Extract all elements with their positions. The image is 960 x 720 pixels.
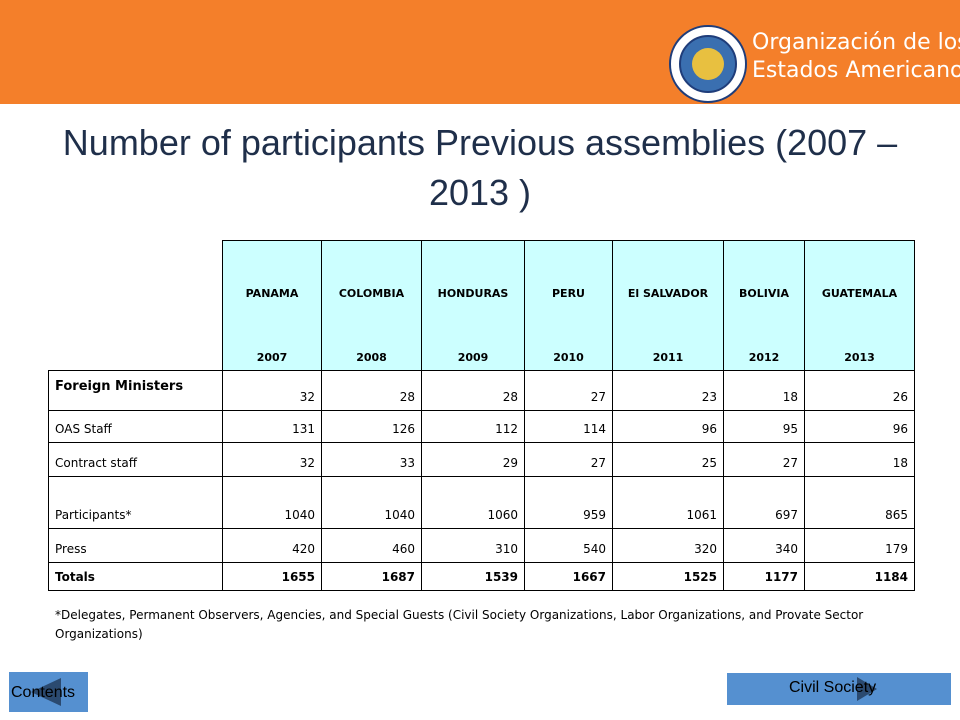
header-content: HONDURAS 2009 — [422, 241, 524, 370]
value-cell: 1687 — [321, 562, 422, 591]
header-cell: BOLIVIA 2012 — [723, 240, 805, 371]
header-content: El SALVADOR 2011 — [613, 241, 723, 370]
value-cell: 27 — [524, 370, 613, 411]
row-label: Contract staff — [48, 442, 223, 477]
country: GUATEMALA — [821, 287, 898, 300]
value-cell: 114 — [524, 410, 613, 443]
year: 2012 — [748, 351, 780, 364]
button-label: Contents — [11, 684, 76, 701]
value-cell: 27 — [723, 442, 805, 477]
table-row: Press 420 460 310 540 320 340 179 — [48, 528, 915, 563]
org-name: Estados Americanos — [752, 58, 960, 83]
value-cell: 340 — [723, 528, 805, 563]
civil-society-button[interactable]: Civil Society — [727, 673, 951, 705]
value-cell: 697 — [723, 476, 805, 529]
value-cell: 1060 — [421, 476, 525, 529]
value-cell: 959 — [524, 476, 613, 529]
value-cell: 18 — [723, 370, 805, 411]
value-cell: 33 — [321, 442, 422, 477]
header-row: PANAMA 2007 COLOMBIA 2008 HONDURAS 2009 PERU 20… — [48, 240, 915, 371]
header-cell: El SALVADOR 2011 — [612, 240, 724, 371]
value-cell: 27 — [524, 442, 613, 477]
row-label: OAS Staff — [48, 410, 223, 443]
country: PANAMA — [245, 287, 299, 300]
value-cell: 32 — [222, 442, 322, 477]
value-cell: 126 — [321, 410, 422, 443]
value-cell: 1177 — [723, 562, 805, 591]
value-cell: 1040 — [321, 476, 422, 529]
header-cell: GUATEMALA 2013 — [804, 240, 915, 371]
row-label: Participants* — [48, 476, 223, 529]
row-label: Foreign Ministers — [48, 370, 223, 411]
value-cell: 96 — [612, 410, 724, 443]
value-cell: 28 — [421, 370, 525, 411]
value-cell: 131 — [222, 410, 322, 443]
table-row: Totals 1655 1687 1539 1667 1525 1177 1184 — [48, 562, 915, 591]
country: BOLIVIA — [739, 287, 789, 300]
value-cell: 420 — [222, 528, 322, 563]
value-cell: 96 — [804, 410, 915, 443]
value-cell: 29 — [421, 442, 525, 477]
header-cell: PANAMA 2007 — [222, 240, 322, 371]
data-table: PANAMA 2007 COLOMBIA 2008 HONDURAS 2009 PERU 20… — [48, 240, 915, 591]
value-cell: 179 — [804, 528, 915, 563]
row-label: Press — [48, 528, 223, 563]
value-cell: 32 — [222, 370, 322, 411]
year: 2007 — [256, 351, 288, 364]
header-content: GUATEMALA 2013 — [805, 241, 914, 370]
header-cell: COLOMBIA 2008 — [321, 240, 422, 371]
header-content: PERU 2010 — [525, 241, 612, 370]
value-cell: 25 — [612, 442, 724, 477]
year: 2010 — [553, 351, 584, 364]
value-cell: 320 — [612, 528, 724, 563]
value-cell: 26 — [804, 370, 915, 411]
country: El SALVADOR — [627, 287, 709, 300]
header-content: BOLIVIA 2012 — [724, 241, 804, 370]
value-cell: 18 — [804, 442, 915, 477]
slide-title: Number of participants Previous assembli… — [62, 122, 898, 213]
value-cell: 28 — [321, 370, 422, 411]
year: 2009 — [457, 351, 489, 364]
value-cell: 1184 — [804, 562, 915, 591]
contents-button[interactable]: Contents — [9, 672, 88, 712]
blank-cell — [48, 240, 223, 371]
table-row: Participants* 1040 1040 1060 959 1061 697 865 — [48, 476, 915, 529]
header-cell: HONDURAS 2009 — [421, 240, 525, 371]
value-cell: 540 — [524, 528, 613, 563]
value-cell: 1667 — [524, 562, 613, 591]
footnote: *Delegates, Permanent Observers, Agencie… — [55, 608, 864, 641]
value-cell: 865 — [804, 476, 915, 529]
header-cell: PERU 2010 — [524, 240, 613, 371]
header-bar — [0, 0, 960, 104]
logo — [669, 25, 747, 103]
value-cell: 1525 — [612, 562, 724, 591]
year: 2013 — [844, 351, 875, 364]
value-cell: 95 — [723, 410, 805, 443]
button-label: Civil Society — [789, 679, 877, 696]
table-row: Contract staff 32 33 29 27 25 27 18 — [48, 442, 915, 477]
table-row: Foreign Ministers 32 28 28 27 23 18 26 — [48, 370, 915, 411]
country: COLOMBIA — [338, 287, 405, 300]
year: 2008 — [356, 351, 387, 364]
value-cell: 1539 — [421, 562, 525, 591]
value-cell: 310 — [421, 528, 525, 563]
year: 2011 — [652, 351, 684, 364]
table-row: OAS Staff 131 126 112 114 96 95 96 — [48, 410, 915, 443]
value-cell: 460 — [321, 528, 422, 563]
value-cell: 1061 — [612, 476, 724, 529]
header-content: PANAMA 2007 — [223, 241, 321, 370]
country: PERU — [552, 287, 585, 300]
value-cell: 1040 — [222, 476, 322, 529]
org-name: Organización de los — [752, 30, 960, 55]
value-cell: 1655 — [222, 562, 322, 591]
row-label: Totals — [48, 562, 223, 591]
country: HONDURAS — [437, 287, 509, 300]
header-content: COLOMBIA 2008 — [322, 241, 421, 370]
value-cell: 112 — [421, 410, 525, 443]
value-cell: 23 — [612, 370, 724, 411]
